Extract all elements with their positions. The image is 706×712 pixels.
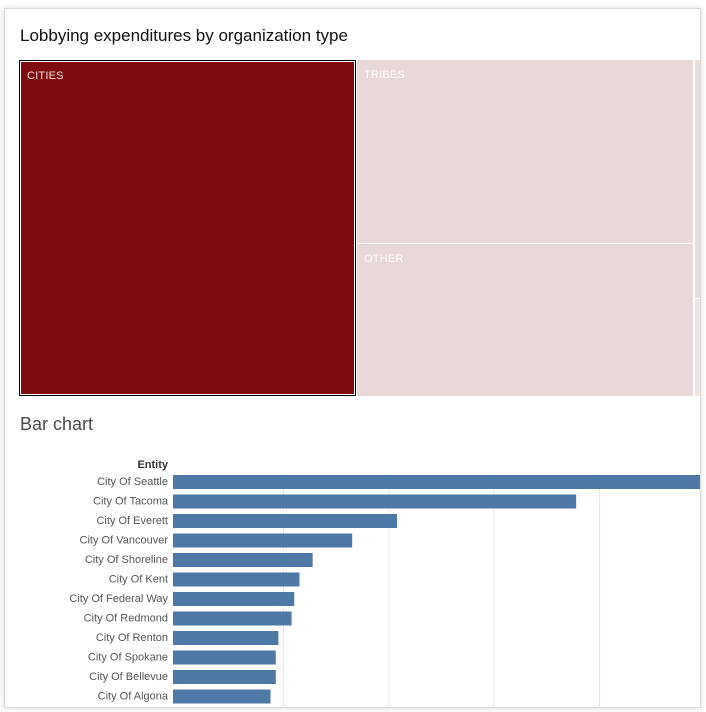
bar[interactable] xyxy=(173,631,279,645)
bar[interactable] xyxy=(173,592,295,606)
entity-label: City Of Spokane xyxy=(88,652,168,664)
bar[interactable] xyxy=(173,572,300,587)
bar[interactable] xyxy=(173,553,313,567)
entity-label: City Of Kent xyxy=(109,574,168,586)
dashboard-frame: Lobbying expenditures by organization ty… xyxy=(4,8,701,708)
treemap-tile-small-2[interactable] xyxy=(695,299,700,396)
bar[interactable] xyxy=(173,650,276,665)
entity-label: City Of Everett xyxy=(96,515,168,527)
category-header: Entity xyxy=(137,459,168,471)
bar[interactable] xyxy=(173,475,700,489)
entity-label: City Of Algona xyxy=(98,691,169,703)
entity-label: City Of Renton xyxy=(96,632,168,644)
treemap-tile-small-1[interactable] xyxy=(695,60,700,298)
treemap-tile-cities[interactable]: CITIES xyxy=(19,60,356,396)
treemap-tile-other[interactable]: OTHER xyxy=(357,244,694,396)
treemap-tile-tribes[interactable]: TRIBES xyxy=(357,60,694,243)
bar[interactable] xyxy=(173,514,397,528)
bar-chart-title: Bar chart xyxy=(20,414,94,434)
bar[interactable] xyxy=(173,611,292,626)
bar[interactable] xyxy=(173,670,276,684)
entity-label: City Of Tacoma xyxy=(93,496,169,508)
bar-chart: Entity City Of Seattle City Of Tacoma City… xyxy=(69,459,700,707)
tile-label-cities: CITIES xyxy=(27,70,64,82)
treemap: CITIES TRIBES OTHER xyxy=(19,60,700,396)
entity-label: City Of Shoreline xyxy=(85,554,168,566)
tile-label-other: OTHER xyxy=(364,253,404,265)
bar[interactable] xyxy=(173,533,353,548)
entity-label: City Of Bellevue xyxy=(89,671,168,683)
page-title: Lobbying expenditures by organization ty… xyxy=(20,26,348,45)
entity-label: City Of Redmond xyxy=(84,613,168,625)
bar[interactable] xyxy=(173,494,577,509)
bar[interactable] xyxy=(173,689,271,704)
tile-label-tribes: TRIBES xyxy=(364,69,405,81)
entity-label: City Of Federal Way xyxy=(69,593,168,605)
entity-label: City Of Seattle xyxy=(97,476,168,488)
entity-label: City Of Vancouver xyxy=(80,535,169,547)
